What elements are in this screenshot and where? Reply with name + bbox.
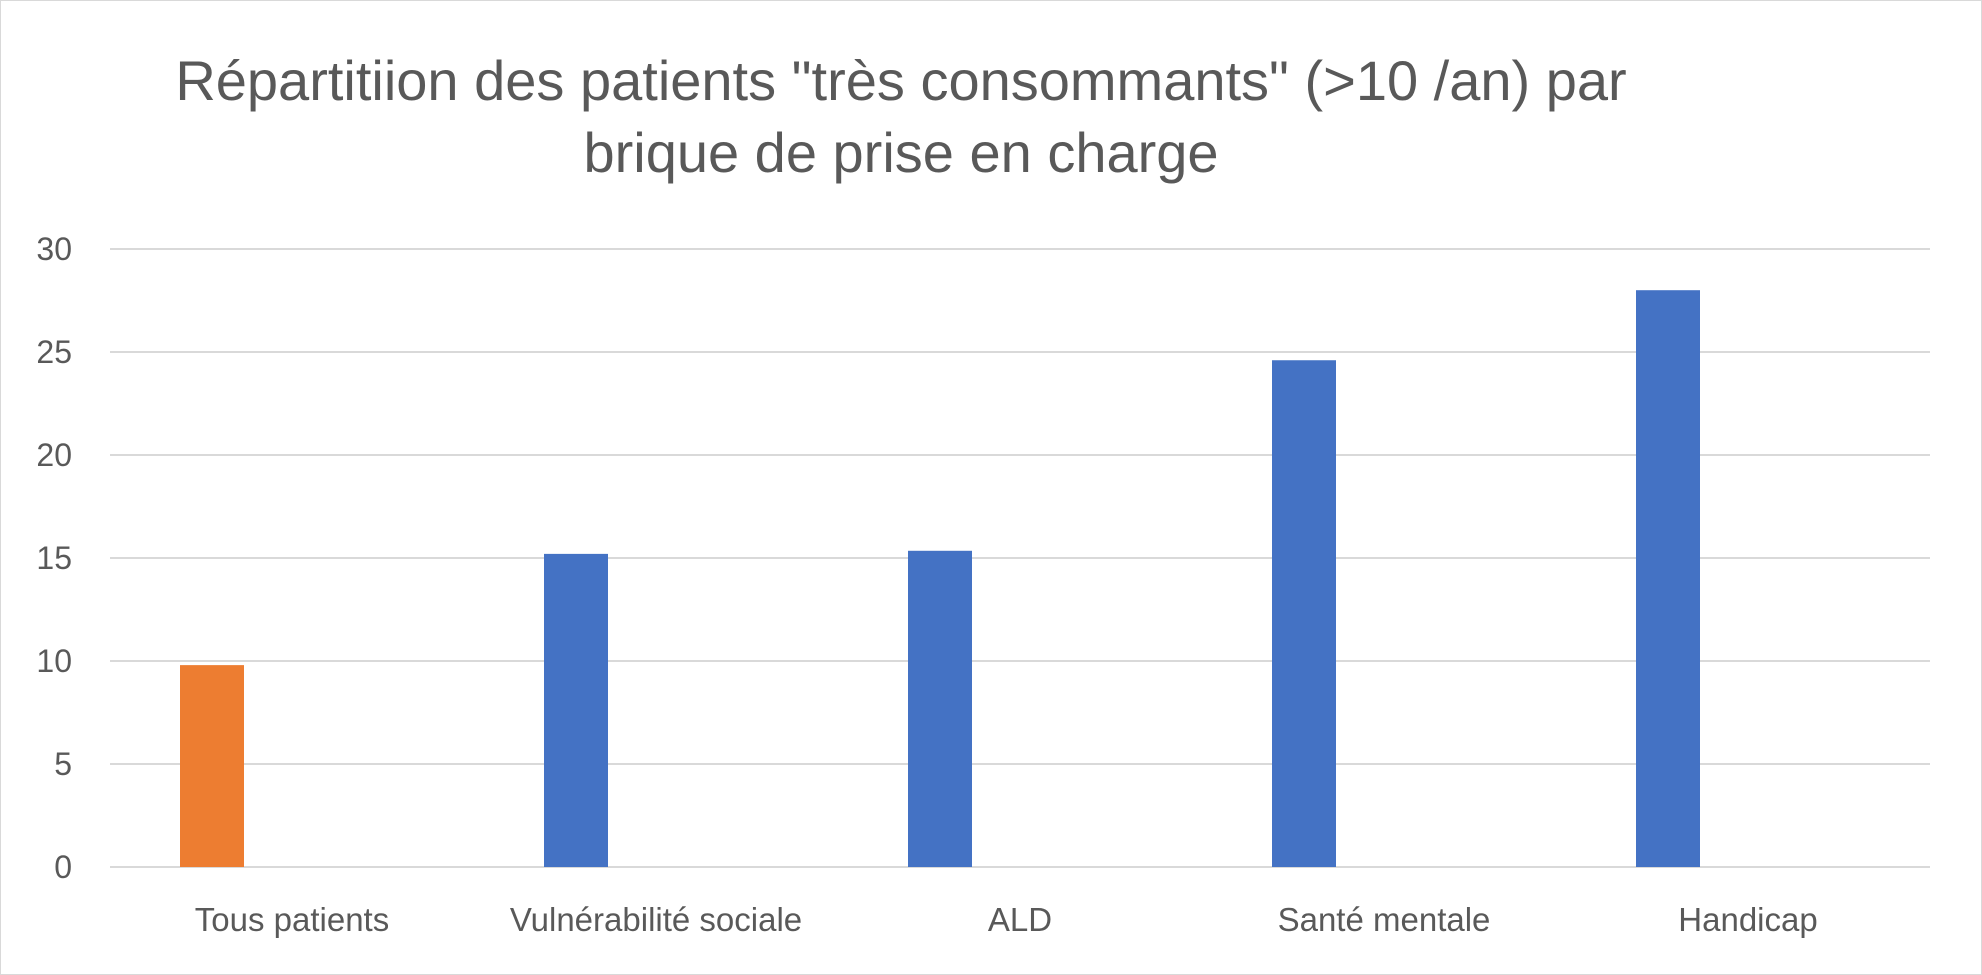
y-tick-label-25: 25: [36, 334, 72, 370]
bar-1: [544, 553, 608, 867]
chart-title: Répartitiion des patients "très consomma…: [101, 45, 1701, 189]
chart-title-line-1: Répartitiion des patients "très consomma…: [175, 49, 1627, 112]
category-label-4: Handicap: [1678, 901, 1817, 938]
category-label-0: Tous patients: [195, 901, 389, 938]
y-tick-label-0: 0: [54, 849, 72, 885]
y-tick-label-15: 15: [36, 540, 72, 576]
y-tick-label-5: 5: [54, 746, 72, 782]
bar-3: [1272, 360, 1336, 867]
chart-title-line-2: brique de prise en charge: [583, 121, 1219, 184]
bar-2: [908, 550, 972, 867]
y-tick-label-20: 20: [36, 437, 72, 473]
bar-0: [180, 665, 244, 867]
category-label-3: Santé mentale: [1278, 901, 1491, 938]
y-tick-label-10: 10: [36, 643, 72, 679]
bar-4: [1636, 290, 1700, 867]
category-label-1: Vulnérabilité sociale: [510, 901, 802, 938]
category-label-2: ALD: [988, 901, 1052, 938]
y-tick-label-30: 30: [36, 231, 72, 267]
